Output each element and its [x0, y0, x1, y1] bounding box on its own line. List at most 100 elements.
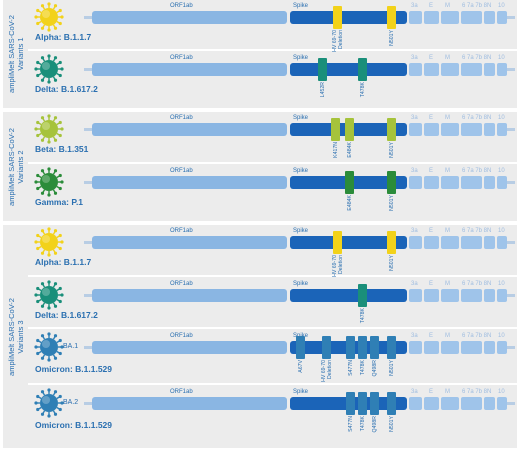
- accessory-gene-label: M: [445, 281, 450, 287]
- genome-tail: [507, 402, 515, 405]
- spike-gene: [290, 236, 407, 249]
- accessory-gene-label: E: [429, 333, 434, 339]
- panel-title-line: ampliMelt SARS-CoV-2: [6, 127, 16, 206]
- variant-name: Alpha: B.1.1.7: [35, 32, 92, 42]
- accessory-gene-label: M: [445, 389, 450, 395]
- accessory-gene-gM: [441, 63, 459, 76]
- mutation-marker: [387, 171, 396, 194]
- delta-virus-icon: [32, 278, 66, 317]
- mutation-label-line: E484K: [346, 195, 353, 211]
- mutation-marker: [387, 336, 396, 359]
- accessory-gene-g10: [497, 176, 507, 189]
- accessory-gene-label: E: [429, 228, 434, 234]
- accessory-gene-label: E: [429, 281, 434, 287]
- accessory-gene-label: 6 7a 7b 8: [462, 3, 488, 9]
- accessory-gene-label: M: [445, 333, 450, 339]
- mutation-label-line: N501Y: [388, 416, 395, 432]
- orf1ab-label: ORF1ab: [170, 168, 193, 174]
- accessory-gene-label: 10: [498, 115, 505, 121]
- accessory-gene-gM: [441, 397, 459, 410]
- mutation-label: N501Y: [389, 416, 395, 460]
- panel-title-line: ampliMelt SARS-CoV-2: [6, 297, 16, 376]
- accessory-gene-label: E: [429, 389, 434, 395]
- accessory-gene-label: N: [487, 333, 492, 339]
- orf1ab-label: ORF1ab: [170, 228, 193, 234]
- mutation-marker: [358, 392, 367, 415]
- accessory-gene-gM: [441, 123, 459, 136]
- orf1ab-label: ORF1ab: [170, 115, 193, 121]
- genome-tail: [507, 294, 515, 297]
- accessory-gene-gM: [441, 341, 459, 354]
- panel-subtitle-line: Variants 2: [15, 149, 25, 184]
- accessory-gene-label: N: [487, 281, 492, 287]
- accessory-gene-label: M: [445, 3, 450, 9]
- spike-label: Spike: [293, 228, 309, 234]
- spike-gene: [290, 63, 407, 76]
- mutation-marker: [358, 284, 367, 307]
- sublineage-label: BA.2: [63, 399, 79, 406]
- alpha-virus-icon: [32, 225, 66, 264]
- orf1ab-gene: [92, 63, 287, 76]
- genome-tail: [507, 16, 515, 19]
- accessory-gene-label: 6 7a 7b 8: [462, 115, 488, 121]
- accessory-gene-g3a: [409, 123, 422, 136]
- accessory-gene-gM: [441, 176, 459, 189]
- genome-leader: [84, 128, 92, 131]
- accessory-gene-g3a: [409, 11, 422, 24]
- accessory-gene-gN: [484, 123, 495, 136]
- spike-gene: [290, 11, 407, 24]
- genome-tail: [507, 68, 515, 71]
- mutation-label: Q498R: [372, 416, 378, 460]
- accessory-gene-label: 10: [498, 281, 505, 287]
- genome-leader: [84, 16, 92, 19]
- variant-name: Beta: B.1.351: [35, 144, 89, 154]
- genome-leader: [84, 181, 92, 184]
- accessory-gene-label: N: [487, 389, 492, 395]
- accessory-gene-g10: [497, 289, 507, 302]
- panel-label-box: ampliMelt SARS-CoV-2 Variants 1: [3, 0, 28, 108]
- accessory-gene-g67: [461, 236, 482, 249]
- mutation-label-line: T478K: [359, 82, 366, 98]
- mutation-marker: [358, 58, 367, 81]
- variant-name: Delta: B.1.617.2: [35, 84, 98, 94]
- mutation-label: T478K: [360, 416, 366, 460]
- mutation-label: E484K: [347, 195, 353, 239]
- accessory-gene-g10: [497, 341, 507, 354]
- orf1ab-gene: [92, 236, 287, 249]
- variant-name: Alpha: B.1.1.7: [35, 257, 92, 267]
- accessory-gene-label: 10: [498, 228, 505, 234]
- accessory-gene-label: M: [445, 228, 450, 234]
- accessory-gene-label: N: [487, 168, 492, 174]
- accessory-gene-label: 10: [498, 168, 505, 174]
- row-divider: [28, 49, 517, 51]
- spike-label: Spike: [293, 168, 309, 174]
- mutation-marker: [346, 336, 355, 359]
- orf1ab-gene: [92, 123, 287, 136]
- mutation-label-line: Q498R: [371, 416, 378, 433]
- mutation-marker: [370, 392, 379, 415]
- mutation-marker: [296, 336, 305, 359]
- orf1ab-label: ORF1ab: [170, 333, 193, 339]
- genome-leader: [84, 241, 92, 244]
- variant-name: Omicron: B.1.1.529: [35, 420, 113, 430]
- panel-subtitle-line: Variants 3: [15, 319, 25, 354]
- accessory-gene-g10: [497, 123, 507, 136]
- accessory-gene-g67: [461, 341, 482, 354]
- genome-tail: [507, 346, 515, 349]
- mutation-marker: [333, 6, 342, 29]
- accessory-gene-label: 3a: [411, 389, 418, 395]
- panel-label-box: ampliMelt SARS-CoV-2 Variants 2: [3, 112, 28, 221]
- accessory-gene-label: 3a: [411, 228, 418, 234]
- accessory-gene-gE: [424, 341, 439, 354]
- accessory-gene-label: N: [487, 228, 492, 234]
- accessory-gene-label: E: [429, 168, 434, 174]
- row-divider: [28, 383, 517, 385]
- accessory-gene-g67: [461, 63, 482, 76]
- genome-leader: [84, 68, 92, 71]
- accessory-gene-gE: [424, 176, 439, 189]
- mutation-marker: [318, 58, 327, 81]
- accessory-gene-label: E: [429, 115, 434, 121]
- accessory-gene-label: M: [445, 168, 450, 174]
- accessory-gene-g3a: [409, 397, 422, 410]
- accessory-gene-gM: [441, 11, 459, 24]
